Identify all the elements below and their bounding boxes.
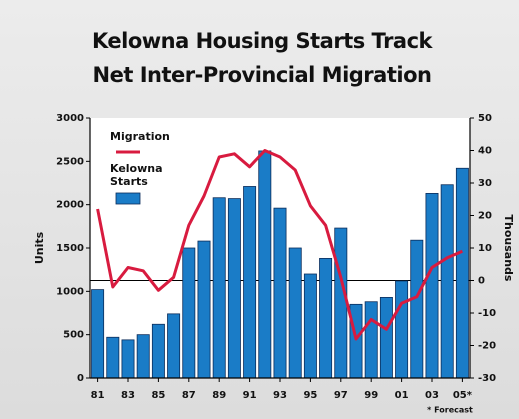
y-tick-label: 1000 bbox=[56, 286, 84, 297]
bar bbox=[151, 323, 165, 379]
y-tick-label: 2500 bbox=[56, 156, 84, 167]
x-tick-label: 95 bbox=[303, 390, 317, 401]
y2-tick-label: -30 bbox=[478, 373, 496, 384]
x-tick-label: 89 bbox=[212, 390, 226, 401]
bar bbox=[395, 280, 409, 379]
y2-tick-label: 30 bbox=[478, 178, 492, 189]
footnote: * Forecast bbox=[427, 406, 473, 415]
y-tick-label: 0 bbox=[77, 373, 84, 384]
bar bbox=[455, 167, 469, 379]
bar bbox=[167, 313, 181, 379]
bar bbox=[243, 186, 257, 379]
bar bbox=[425, 192, 439, 379]
y-tick-label: 2000 bbox=[56, 200, 84, 211]
bar bbox=[288, 247, 302, 379]
x-tick-label: 93 bbox=[273, 390, 287, 401]
y2-tick-label: 20 bbox=[478, 211, 492, 222]
bar bbox=[379, 296, 393, 379]
x-tick-label: 81 bbox=[91, 390, 105, 401]
bar bbox=[410, 239, 424, 379]
x-tick-label: 01 bbox=[395, 390, 409, 401]
bar bbox=[303, 273, 317, 379]
bar bbox=[440, 184, 454, 379]
x-tick-label: 97 bbox=[334, 390, 348, 401]
y-tick-label: 500 bbox=[63, 330, 84, 341]
x-tick-label: 83 bbox=[121, 390, 135, 401]
y-tick-label: 3000 bbox=[56, 113, 84, 124]
x-tick-label: 87 bbox=[182, 390, 196, 401]
y2-tick-label: 50 bbox=[478, 113, 492, 124]
bar bbox=[227, 198, 241, 379]
y2-tick-label: 0 bbox=[478, 276, 485, 287]
bar bbox=[106, 336, 120, 379]
bar bbox=[212, 197, 226, 379]
y2-tick-label: 10 bbox=[478, 243, 492, 254]
bar bbox=[364, 301, 378, 379]
y-axis-label: Units bbox=[33, 231, 46, 264]
x-tick-label: 05* bbox=[453, 390, 473, 401]
x-tick-label: 99 bbox=[364, 390, 378, 401]
legend-label: Migration bbox=[110, 130, 170, 143]
y-tick-label: 1500 bbox=[56, 243, 84, 254]
bar bbox=[273, 207, 287, 379]
bar bbox=[136, 334, 150, 379]
bar bbox=[334, 227, 348, 379]
bar bbox=[349, 303, 363, 379]
y2-tick-label: 40 bbox=[478, 146, 492, 157]
legend-swatch bbox=[115, 192, 141, 205]
chart-title: Net Inter-Provincial Migration bbox=[93, 63, 432, 87]
bar bbox=[197, 240, 211, 379]
bar bbox=[182, 247, 196, 379]
legend-label: Kelowna Starts bbox=[110, 162, 163, 188]
y2-tick-label: -10 bbox=[478, 308, 496, 319]
bar bbox=[319, 257, 333, 379]
bar bbox=[258, 150, 272, 379]
bar bbox=[121, 339, 135, 379]
y2-axis-label: Thousands bbox=[502, 215, 515, 282]
x-tick-label: 03 bbox=[425, 390, 439, 401]
y2-tick-label: -20 bbox=[478, 341, 496, 352]
line bbox=[96, 149, 463, 341]
bar bbox=[91, 289, 105, 379]
chart-title: Kelowna Housing Starts Track bbox=[92, 29, 434, 53]
x-tick-label: 91 bbox=[243, 390, 257, 401]
x-tick-label: 85 bbox=[151, 390, 165, 401]
